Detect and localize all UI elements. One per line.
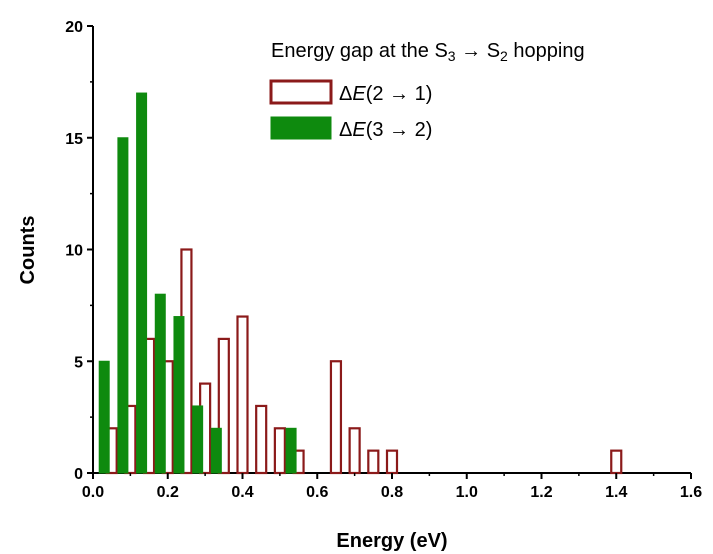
y-tick-label: 20 <box>65 19 83 36</box>
y-tick-label: 15 <box>65 131 83 148</box>
x-axis-title: Energy (eV) <box>336 530 447 552</box>
bar-series-0-13 <box>367 449 380 475</box>
y-tick-label: 0 <box>74 466 83 483</box>
bar-series-0-7 <box>236 315 249 475</box>
legend-swatch-filled <box>270 116 332 140</box>
y-tick-label: 10 <box>65 243 83 260</box>
x-tick-label: 0.4 <box>231 484 253 501</box>
y-tick-label: 5 <box>74 354 83 371</box>
bar-series-0-14 <box>385 449 399 475</box>
x-tick-label: 0.0 <box>82 484 104 501</box>
x-tick-label: 0.6 <box>306 484 328 501</box>
legend-swatch-open <box>269 79 333 105</box>
bar-series-1-6 <box>210 427 222 474</box>
bar-series-0-12 <box>348 427 361 475</box>
x-tick-label: 1.6 <box>680 484 702 501</box>
x-tick-label: 1.4 <box>605 484 627 501</box>
bar-series-1-2 <box>136 92 148 474</box>
bar-series-0-8 <box>255 404 268 475</box>
bar-series-0-6 <box>217 337 230 475</box>
bar-series-0-9 <box>273 427 286 475</box>
legend-label-de32: ΔE(3 → 2) <box>339 119 432 141</box>
bar-series-1-7 <box>285 427 297 474</box>
bar-series-1-4 <box>173 316 185 474</box>
bar-series-0-15 <box>610 449 623 475</box>
legend-title: Energy gap at the S3 → S2 hopping <box>271 40 585 64</box>
y-axis-title: Counts <box>17 216 39 285</box>
bar-series-1-5 <box>192 405 204 474</box>
bar-series-1-0 <box>98 360 110 474</box>
x-tick-label: 1.2 <box>530 484 552 501</box>
x-tick-label: 0.2 <box>157 484 179 501</box>
x-tick-label: 0.8 <box>381 484 403 501</box>
bar-series-1-1 <box>117 137 129 474</box>
ticks-layer: 0.0 0.2 0.4 0.6 0.8 1.0 1.2 1.4 1.6 0 5 10 15 20 <box>65 19 702 501</box>
legend-label-de21: ΔE(2 → 1) <box>339 83 432 105</box>
bar-series-0-11 <box>329 360 343 475</box>
bars-layer <box>98 92 623 475</box>
legend: Energy gap at the S3 → S2 hopping ΔE(2 →… <box>269 40 585 141</box>
bar-series-1-3 <box>154 293 166 474</box>
x-tick-label: 1.0 <box>456 484 478 501</box>
